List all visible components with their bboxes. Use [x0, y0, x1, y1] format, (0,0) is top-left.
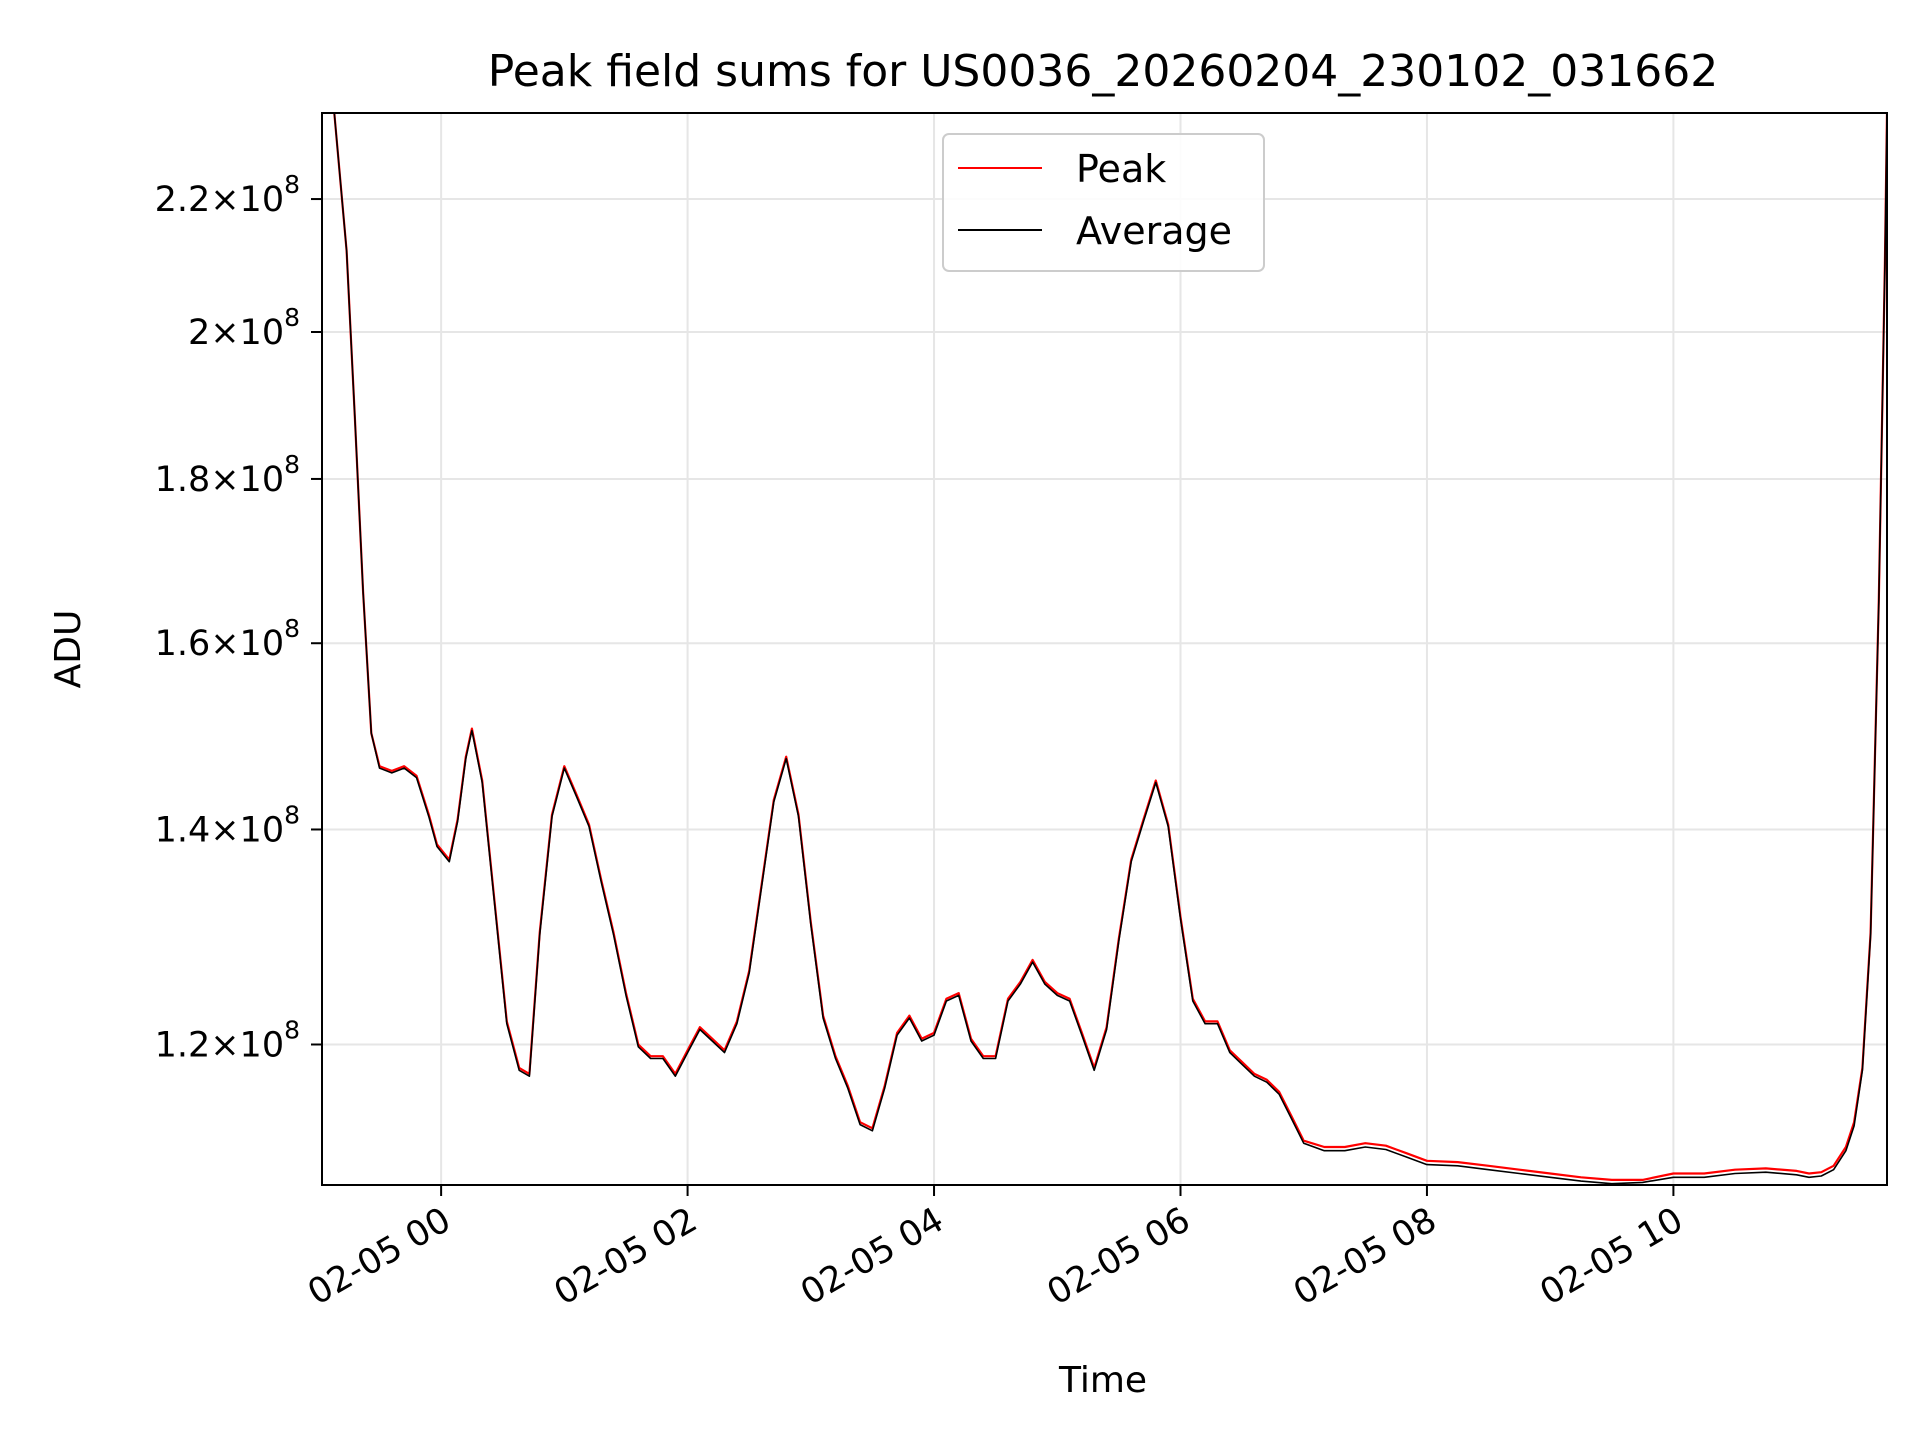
y-tick-label-0: 1.2×108: [155, 1015, 300, 1065]
series-lines: [333, 113, 1887, 1185]
series-line-average: [333, 113, 1887, 1185]
x-axis-label: Time: [1058, 1360, 1147, 1401]
y-axis: 1.2×108 1.4×108 1.6×108 1.8×108 2×108 2.2×108: [155, 170, 322, 1065]
y-tick-label-4: 2×108: [188, 303, 300, 353]
legend-label-peak: Peak: [1076, 147, 1166, 191]
plot-frame: [321, 112, 1888, 1186]
y-tick-label-3: 1.8×108: [155, 450, 300, 500]
legend: Peak Average: [942, 133, 1265, 272]
y-axis-label: ADU: [48, 610, 89, 689]
y-tick-label-1: 1.4×108: [155, 800, 300, 850]
grid: [322, 113, 1887, 1185]
legend-label-average: Average: [1076, 209, 1232, 253]
plot-area: [322, 113, 1887, 1185]
chart-title: Peak field sums for US0036_20260204_2301…: [488, 46, 1718, 97]
y-tick-label-5: 2.2×108: [155, 170, 300, 220]
y-tick-label-2: 1.6×108: [155, 614, 300, 664]
